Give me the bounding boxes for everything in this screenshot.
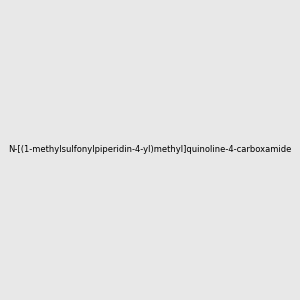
Text: N-[(1-methylsulfonylpiperidin-4-yl)methyl]quinoline-4-carboxamide: N-[(1-methylsulfonylpiperidin-4-yl)methy… bbox=[8, 146, 292, 154]
